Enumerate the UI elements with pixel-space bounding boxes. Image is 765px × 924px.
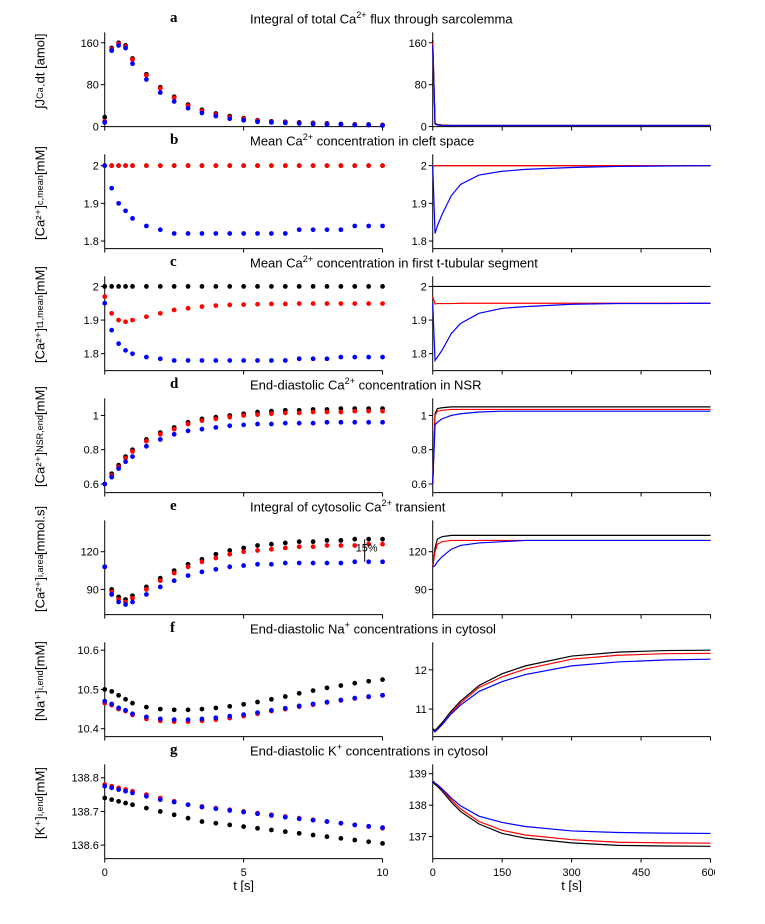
xaxis-row: 0510t [s]0150300450600t [s] — [10, 864, 755, 894]
panel-f-right: 11 12 — [398, 620, 726, 742]
svg-text:1.8: 1.8 — [411, 349, 426, 361]
svg-text:138: 138 — [408, 800, 426, 812]
svg-text:160: 160 — [81, 38, 99, 50]
svg-text:2: 2 — [93, 161, 99, 173]
svg-text:150: 150 — [493, 867, 511, 879]
panel-d-left: dEnd-diastolic Ca2+ concentration in NSR… — [70, 376, 398, 498]
svg-text:138.7: 138.7 — [71, 806, 98, 818]
panel-e-left: eIntegral of cytosolic Ca2+ transient901… — [70, 498, 398, 620]
svg-text:2: 2 — [420, 281, 426, 293]
panel-f-left: fEnd-diastolic Na+ concentrations in cyt… — [70, 620, 398, 742]
xaxis-left_column: 0510t [s] — [70, 864, 398, 894]
svg-text:450: 450 — [631, 867, 649, 879]
svg-text:10.5: 10.5 — [78, 684, 99, 696]
panel-b-right: 1.8 1.9 2 — [398, 132, 726, 254]
svg-text:138.6: 138.6 — [71, 840, 98, 852]
svg-text:160: 160 — [408, 38, 426, 50]
svg-text:t [s]: t [s] — [561, 878, 582, 892]
svg-text:1: 1 — [93, 410, 99, 422]
svg-text:1.9: 1.9 — [411, 315, 426, 327]
svg-text:0.8: 0.8 — [84, 445, 99, 457]
panel-g-left: gEnd-diastolic K+ concentrations in cyto… — [70, 742, 398, 864]
svg-text:120: 120 — [408, 547, 426, 559]
panel-a-left: aIntegral of total Ca2+ flux through sar… — [70, 10, 398, 132]
svg-text:15%: 15% — [356, 543, 378, 555]
svg-text:t [s]: t [s] — [233, 878, 254, 892]
svg-text:11: 11 — [415, 704, 426, 716]
ylabel-b: [Ca²⁺]c,mean [mM] — [10, 132, 70, 254]
svg-text:2: 2 — [93, 281, 99, 293]
panel-d-right: 0.6 0.8 1 — [398, 376, 726, 498]
panel-a-right: 0 80 160 — [398, 10, 726, 132]
svg-text:1.9: 1.9 — [84, 198, 99, 210]
ylabel-g: [K⁺]i,end [mM] — [10, 742, 70, 864]
svg-text:0.6: 0.6 — [411, 479, 426, 491]
svg-text:137: 137 — [408, 832, 426, 844]
svg-text:90: 90 — [87, 584, 99, 596]
ylabel-f: [Na⁺]i,end [mM] — [10, 620, 70, 742]
svg-text:1: 1 — [420, 410, 426, 422]
svg-text:0: 0 — [420, 122, 426, 132]
svg-text:80: 80 — [87, 80, 99, 92]
svg-text:0: 0 — [102, 867, 108, 879]
svg-text:1.8: 1.8 — [84, 349, 99, 361]
ylabel-e: [Ca²⁺]i,area [mmol.s] — [10, 498, 70, 620]
panel-e-right: 90 120 — [398, 498, 726, 620]
svg-text:0.6: 0.6 — [84, 479, 99, 491]
svg-text:0: 0 — [93, 122, 99, 132]
svg-text:120: 120 — [81, 547, 99, 559]
ylabel-a: ∫JCa.dt [amol] — [10, 10, 70, 132]
svg-text:10: 10 — [376, 867, 387, 879]
svg-text:139: 139 — [408, 769, 426, 781]
panel-letter-d: d — [170, 376, 178, 393]
svg-text:10.4: 10.4 — [78, 724, 99, 736]
svg-text:2: 2 — [420, 161, 426, 173]
panel-c-left: cMean Ca2+ concentration in first t-tubu… — [70, 254, 398, 376]
panel-c-right: 1.8 1.9 2 — [398, 254, 726, 376]
svg-text:0: 0 — [429, 867, 435, 879]
panel-g-right: 137 138 139 — [398, 742, 726, 864]
svg-text:1.9: 1.9 — [411, 198, 426, 210]
svg-text:600: 600 — [701, 867, 715, 879]
panel-letter-b: b — [170, 132, 178, 149]
ylabel-c: [Ca²⁺]t1,mean [mM] — [10, 254, 70, 376]
svg-text:1.9: 1.9 — [84, 315, 99, 327]
panel-letter-g: g — [170, 742, 178, 759]
svg-text:1.8: 1.8 — [84, 236, 99, 248]
ylabel-d: [Ca²⁺]NSR,end [mM] — [10, 376, 70, 498]
panel-letter-f: f — [170, 620, 175, 637]
svg-text:1.8: 1.8 — [411, 236, 426, 248]
svg-text:80: 80 — [414, 80, 426, 92]
xaxis-right_column: 0150300450600t [s] — [398, 864, 726, 894]
panel-letter-c: c — [170, 254, 177, 271]
svg-text:12: 12 — [414, 665, 426, 677]
panel-letter-e: e — [170, 498, 177, 515]
svg-text:90: 90 — [414, 584, 426, 596]
panel-letter-a: a — [170, 10, 178, 27]
panel-b-left: bMean Ca2+ concentration in cleft space1… — [70, 132, 398, 254]
svg-text:10.6: 10.6 — [78, 645, 99, 657]
svg-text:138.8: 138.8 — [71, 773, 98, 785]
svg-text:0.8: 0.8 — [411, 445, 426, 457]
